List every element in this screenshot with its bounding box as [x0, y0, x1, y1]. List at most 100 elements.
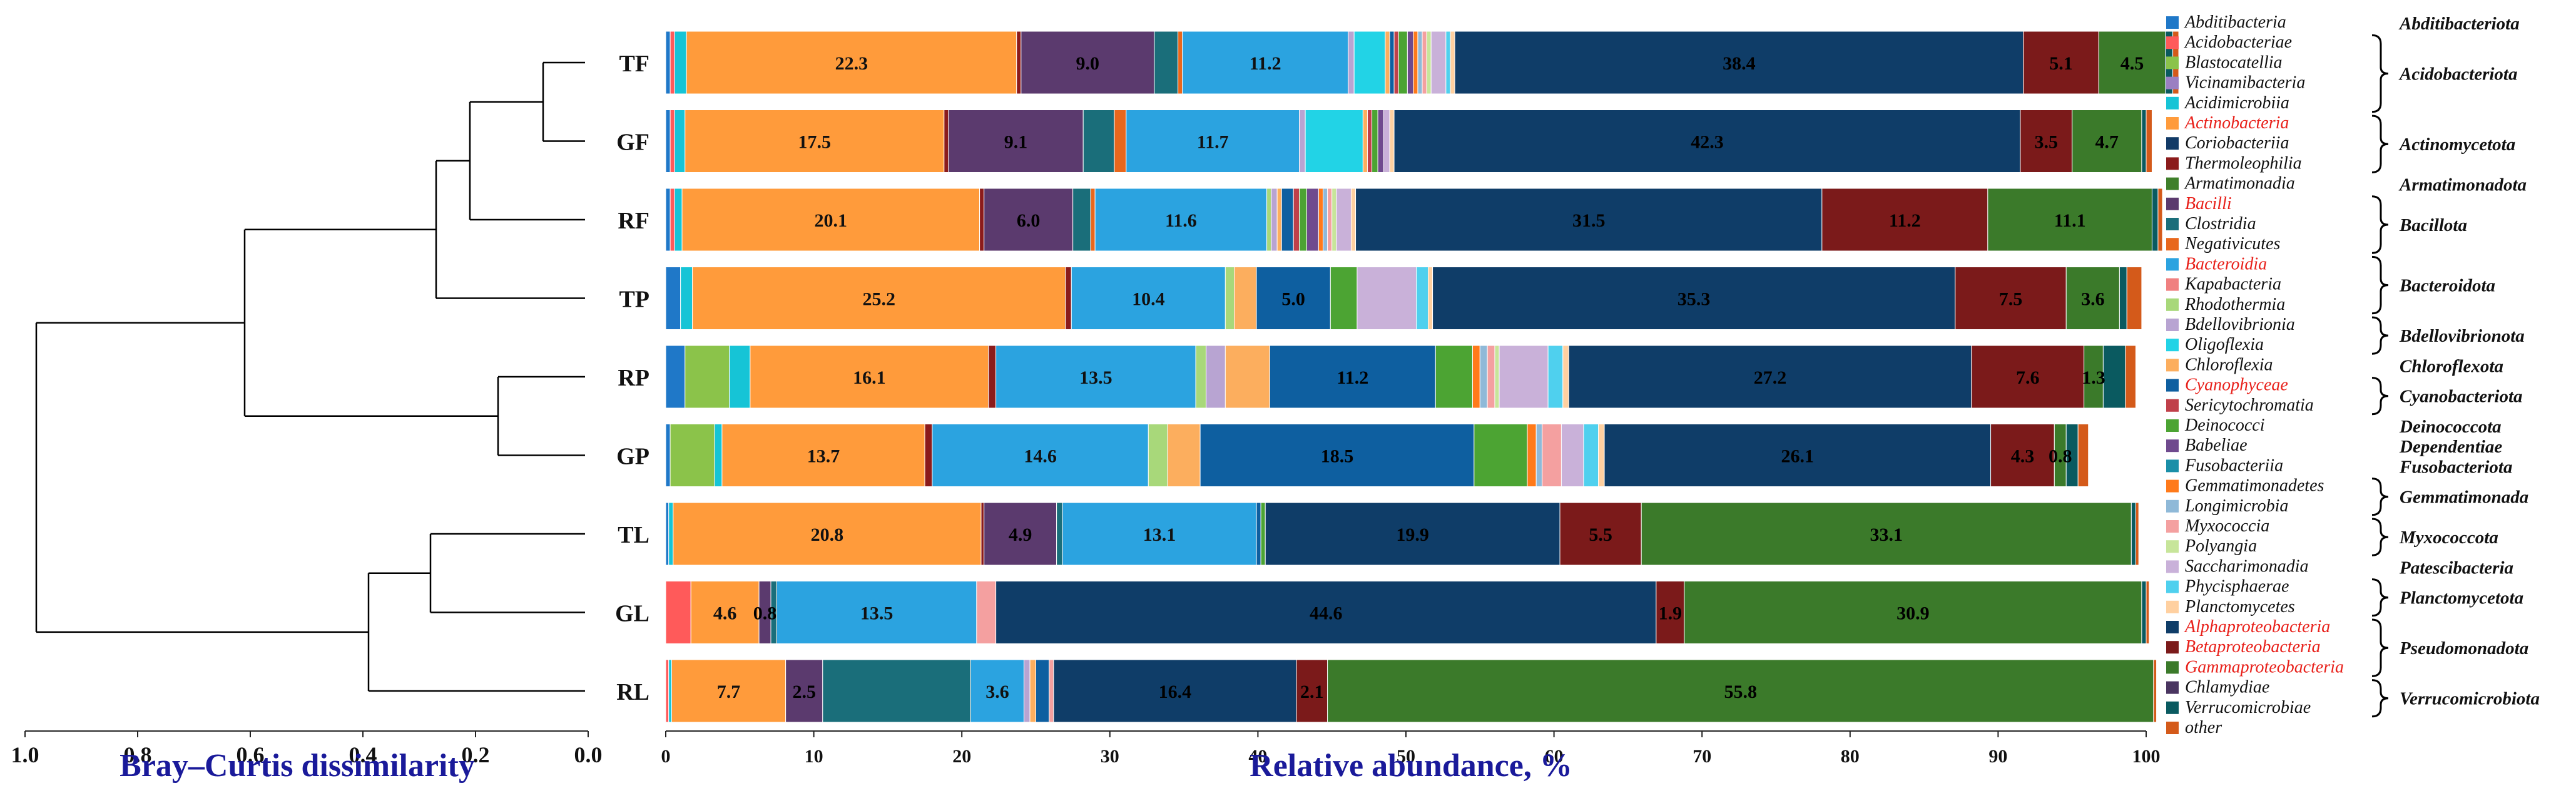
bar-segment-chloroflexia — [1029, 659, 1037, 723]
bar-segment-acidimicrobiia — [674, 188, 683, 252]
phylum-label: Fusobacteriota — [2399, 457, 2512, 477]
legend-entry: Deinococci — [2184, 416, 2265, 435]
data-label: 7.5 — [1999, 289, 2023, 310]
bar-x-tick-label: 40 — [1248, 746, 1267, 767]
data-label: 13.5 — [1079, 367, 1112, 388]
bar-segment-saccharimonadia — [1357, 267, 1417, 330]
data-label: 42.3 — [1691, 132, 1724, 153]
bar-segment-deinococci — [1330, 267, 1358, 330]
bar-segment-gemmatimonadetes — [1527, 424, 1537, 487]
legend-entry: Blastocatellia — [2185, 53, 2283, 72]
bar-segment-bacilli — [1021, 31, 1155, 95]
bar-segment-actinobacteria — [690, 581, 760, 644]
bar-segment-gemmatimonadetes — [1472, 345, 1480, 409]
bar-segment-gammaproteobacteria — [1641, 502, 2132, 566]
data-label: 1.9 — [1659, 603, 1683, 624]
bar-x-tick-label: 90 — [1988, 746, 2007, 767]
legend-swatch — [2166, 197, 2179, 210]
bar-segment-bacteroidia — [1062, 502, 1257, 566]
legend-swatch — [2166, 722, 2179, 734]
legend-entry: Kapabacteria — [2184, 275, 2281, 294]
data-label: 13.7 — [807, 446, 840, 467]
bar-segment-acidobacteriae — [669, 31, 675, 95]
bar-segment-phycisphaerae — [1416, 267, 1428, 330]
bar-segment-acidobacteriae — [665, 581, 691, 644]
phylum-label: Actinomycetota — [2398, 135, 2515, 155]
bar-segment-deinococci — [1398, 31, 1408, 95]
bar-segment-bdellovibrionia — [1271, 188, 1278, 252]
bar-segment-clostridia — [1082, 110, 1115, 173]
bar-segment-planctomycetes — [1350, 188, 1357, 252]
bar-segment-thermoleophilia — [980, 502, 985, 566]
legend-swatch — [2166, 540, 2179, 553]
bar-segment-blastocatellia — [685, 345, 730, 409]
phylum-label: Myxococcota — [2399, 528, 2498, 548]
data-label: 20.1 — [815, 210, 848, 231]
data-label: 1.3 — [2082, 367, 2105, 388]
bar-segment-phycisphaerae — [1445, 31, 1451, 95]
phylum-brace — [2371, 377, 2389, 416]
bar-segment-actinobacteria — [686, 31, 1017, 95]
dendrogram-x-tick-label: 0.4 — [349, 742, 377, 767]
bar-segment-clostridia — [1072, 188, 1091, 252]
legend-entry: Longimicrobia — [2184, 496, 2288, 516]
bar-segment-other — [2125, 345, 2136, 409]
data-label: 26.1 — [1781, 446, 1815, 467]
bar-segment-thermoleophilia — [979, 188, 985, 252]
bar-segment-negativicutes — [1090, 188, 1096, 252]
bar-segment-myxococcia — [1542, 424, 1562, 487]
data-label: 4.5 — [2120, 53, 2144, 74]
legend-entry: Saccharimonadia — [2185, 556, 2309, 576]
bar-segment-longimicrobia — [1323, 188, 1328, 252]
bar-segment-bacilli — [984, 502, 1057, 566]
bar-segment-planctomycetes — [1598, 424, 1605, 487]
bar-segment-alphaproteobacteria — [1604, 424, 1992, 487]
bar-segment-deinococci — [1435, 345, 1473, 409]
legend-entry: Verrucomicrobiae — [2185, 698, 2311, 717]
legend-entry: Bacteroidia — [2185, 254, 2267, 274]
legend-entry: Coriobacteriia — [2185, 133, 2289, 153]
phylum-label: Cyanobacteriota — [2400, 387, 2523, 407]
bar-segment-cyanophyceae — [1036, 659, 1050, 723]
bar-segment-abditibacteria — [665, 110, 671, 173]
bar-row-gl: GL — [615, 581, 2150, 644]
bar-segment-verrucomicrobiae — [2141, 581, 2147, 644]
bar-segment-acidobacteriae — [669, 110, 675, 173]
bar-row-tp: TP — [619, 267, 2142, 330]
legend-swatch — [2166, 298, 2179, 311]
phylum-label: Chloroflexota — [2400, 356, 2503, 376]
data-label: 33.1 — [1870, 524, 1903, 545]
legend-entry: Myxococcia — [2184, 516, 2269, 536]
bar-segment-acidimicrobiia — [674, 110, 686, 173]
data-label: 3.6 — [2081, 289, 2105, 310]
bar-segment-longimicrobia — [1535, 424, 1543, 487]
bar-segment-verrucomicrobiae — [2131, 502, 2136, 566]
phylum-brace — [2371, 255, 2389, 315]
bar-segment-negativicutes — [1114, 110, 1127, 173]
data-label: 7.6 — [2016, 367, 2040, 388]
bar-segment-thermoleophilia — [1016, 31, 1022, 95]
phylum-label: Acidobacteriota — [2398, 64, 2517, 84]
legend-swatch — [2166, 600, 2179, 613]
row-label: TL — [618, 522, 649, 548]
bar-segment-saccharimonadia — [1560, 424, 1584, 487]
data-label: 11.2 — [1250, 53, 1281, 74]
legend-entry: Gammaproteobacteria — [2185, 657, 2344, 677]
bar-segment-alphaproteobacteria — [1355, 188, 1823, 252]
phylum-brace — [2371, 578, 2389, 617]
legend-entry: Abditibacteria — [2184, 13, 2286, 32]
legend-swatch — [2166, 56, 2179, 69]
data-label: 31.5 — [1572, 210, 1606, 231]
legend-entry: Gemmatimonadetes — [2185, 476, 2324, 496]
phylum-brace — [2371, 316, 2389, 355]
phylum-label: Deinococcota — [2399, 417, 2502, 437]
bar-segment-polyangia — [1426, 31, 1432, 95]
bar-segment-betaproteobacteria — [2020, 110, 2073, 173]
bar-segment-verrucomicrobiae — [2151, 188, 2159, 252]
bar-segment-planctomycetes — [1450, 31, 1455, 95]
bar-segment-thermoleophilia — [944, 110, 949, 173]
data-label: 11.2 — [1889, 210, 1921, 231]
bar-segment-phycisphaerae — [1583, 424, 1599, 487]
bar-segment-chloroflexia — [1234, 267, 1257, 330]
bar-segment-rhodothermia — [1148, 424, 1168, 487]
